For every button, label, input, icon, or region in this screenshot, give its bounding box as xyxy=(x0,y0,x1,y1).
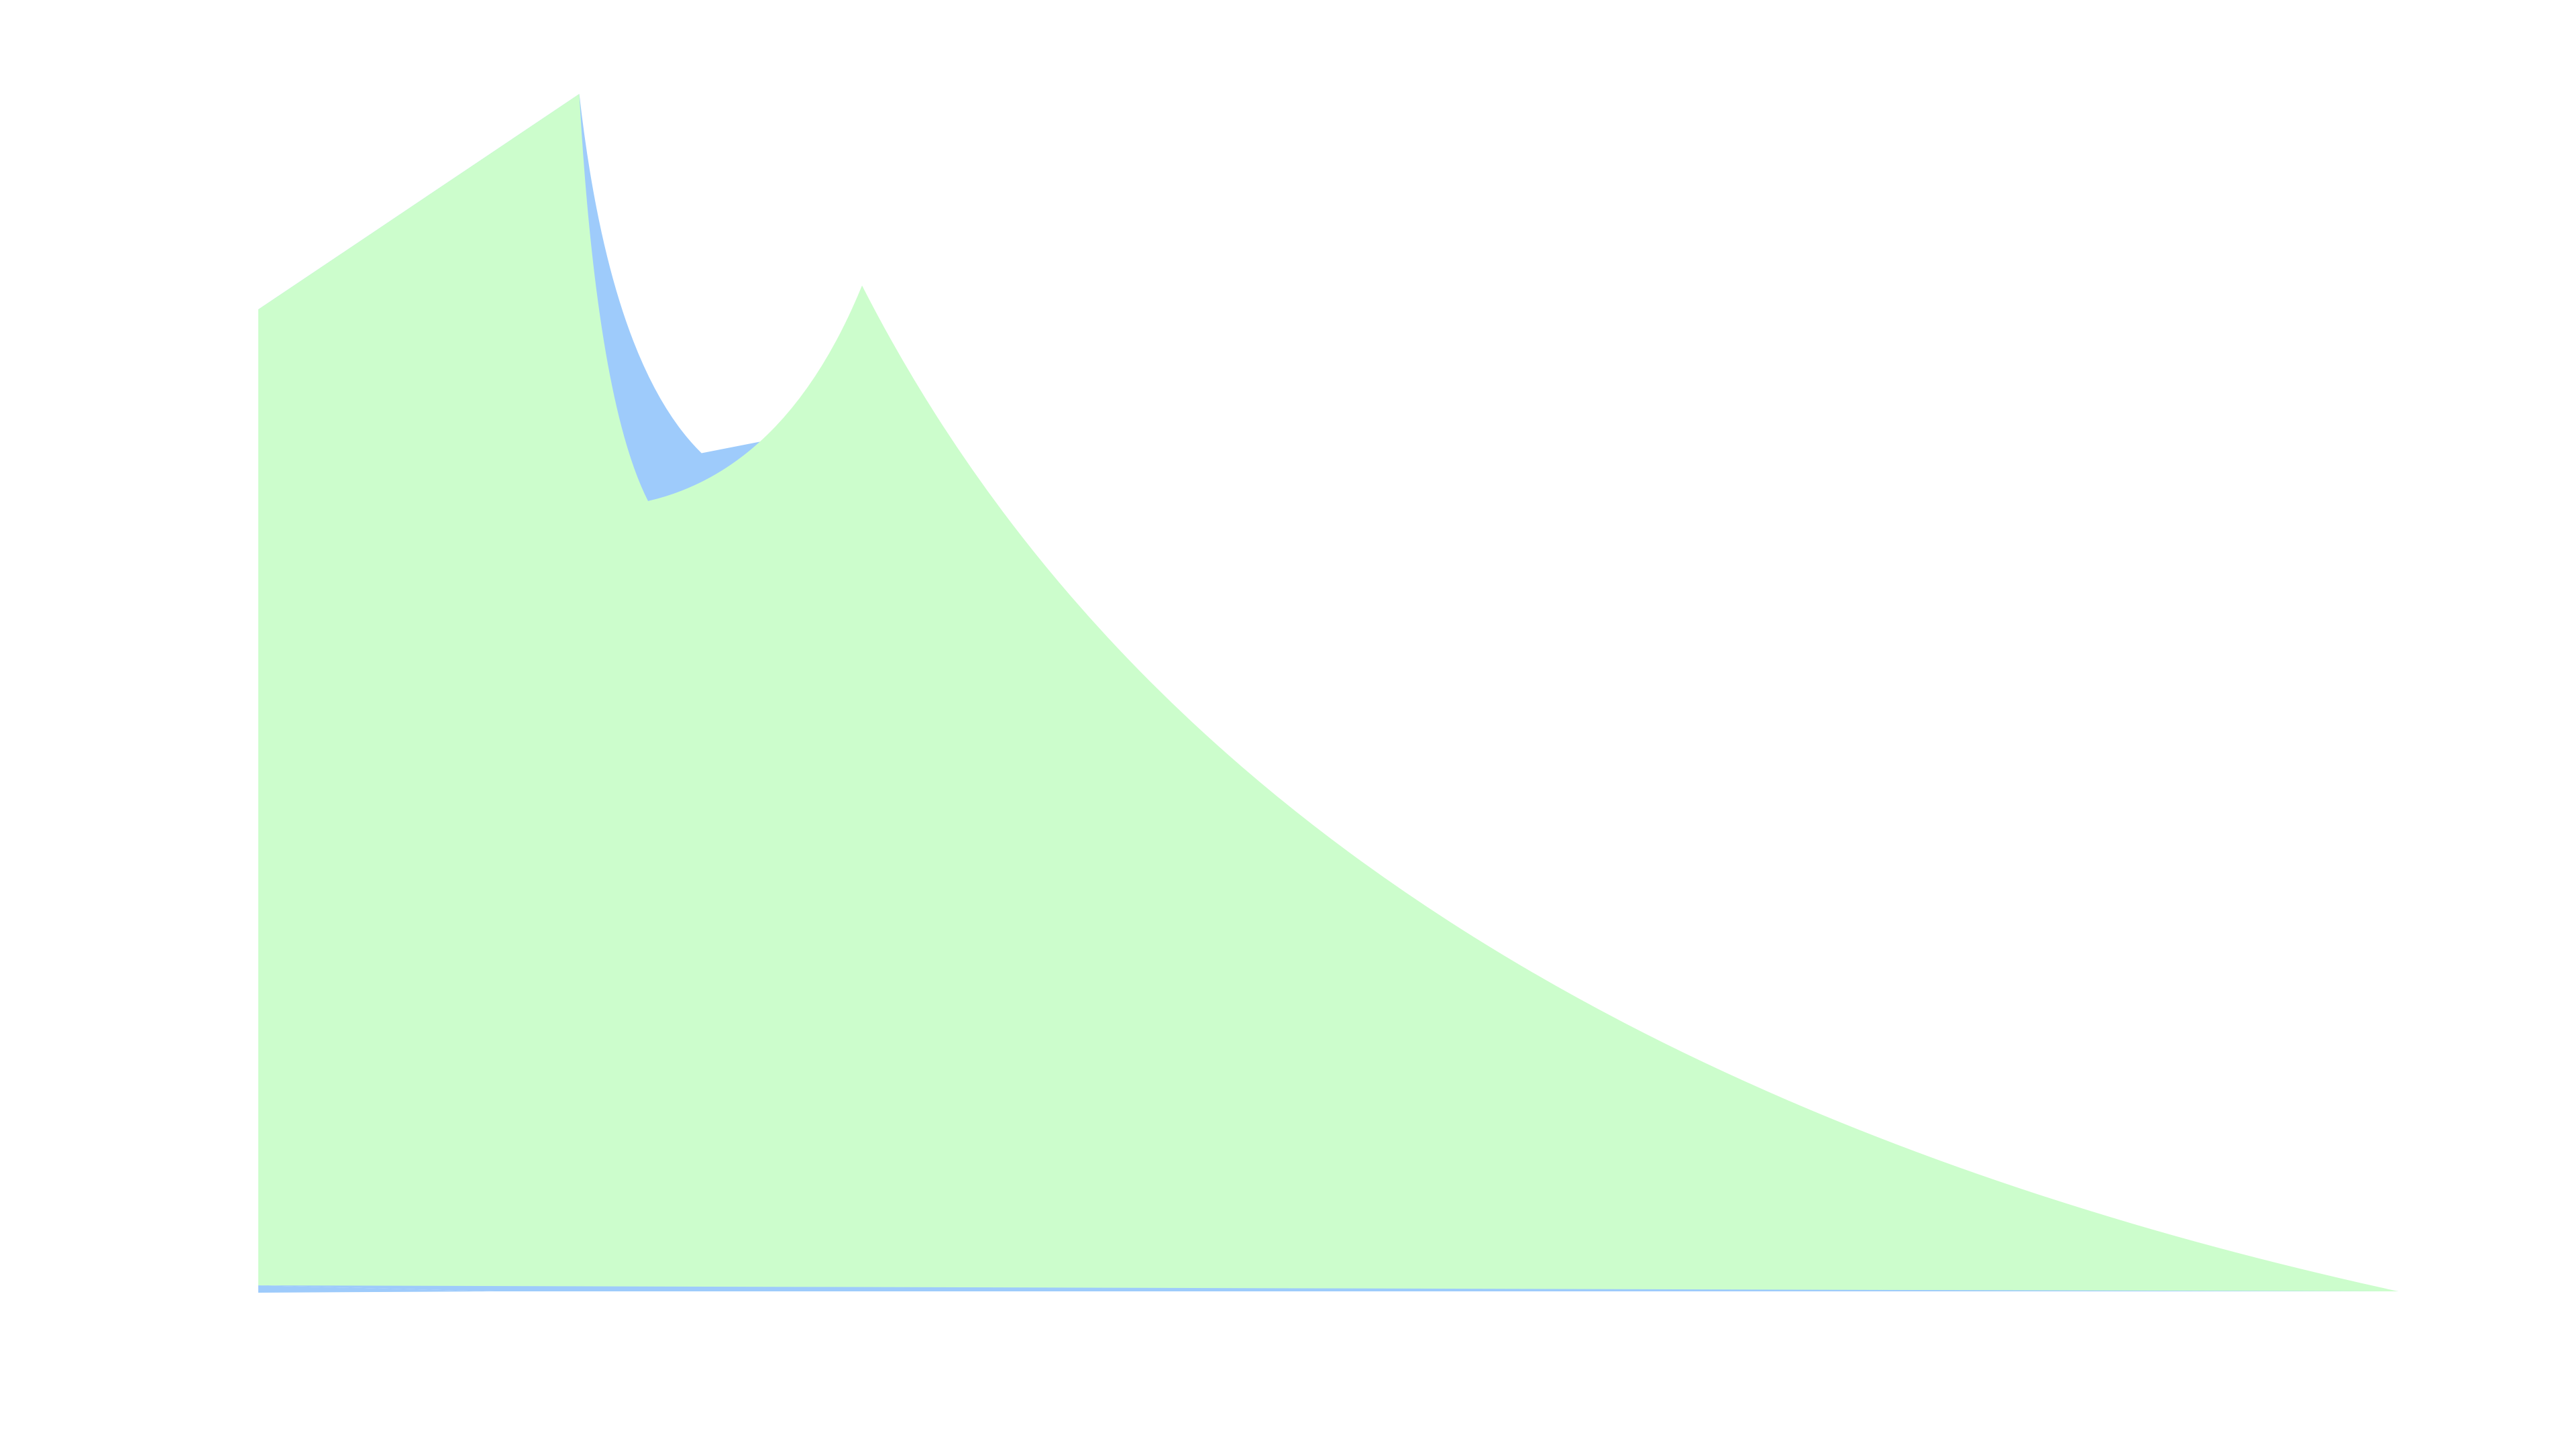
plot-area xyxy=(258,94,2398,1293)
area-series-2 xyxy=(258,94,2398,1291)
area-series-1-baseline xyxy=(258,1285,496,1293)
